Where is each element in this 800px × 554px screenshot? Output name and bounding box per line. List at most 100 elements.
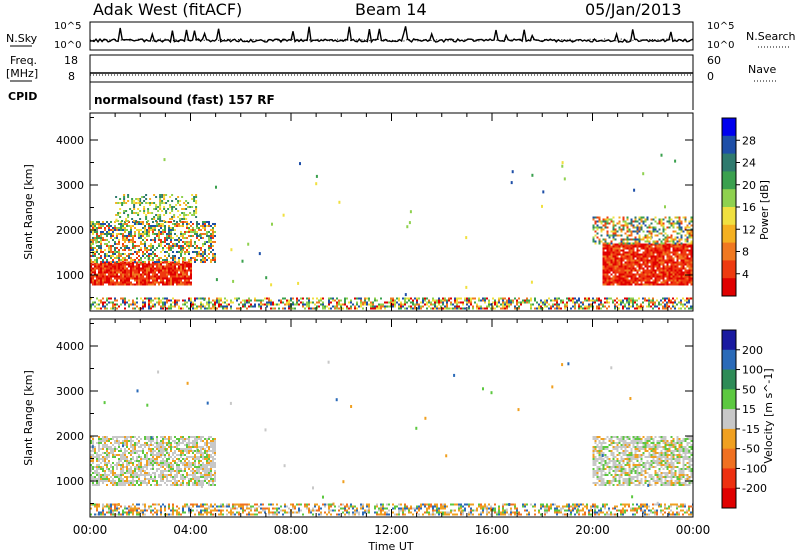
echo-cell <box>118 460 120 462</box>
echo-cell <box>650 301 652 304</box>
echo-cell <box>178 305 180 308</box>
echo-cell <box>128 233 130 235</box>
echo-cell <box>400 301 402 304</box>
echo-cell <box>654 245 657 248</box>
echo-cell <box>612 269 615 272</box>
echo-cell <box>674 242 677 245</box>
echo-cell <box>160 261 162 263</box>
echo-cell <box>156 438 158 440</box>
echo-cell <box>306 303 308 306</box>
echo-cell <box>126 456 128 458</box>
echo-cell <box>146 233 148 235</box>
echo-cell <box>116 237 118 239</box>
echo-cell <box>618 251 621 254</box>
echo-cell <box>206 438 208 440</box>
echo-cell <box>108 241 110 243</box>
echo-cell <box>106 440 108 442</box>
echo-cell <box>184 233 186 235</box>
echo-cell <box>184 273 186 276</box>
echo-cell <box>115 196 118 198</box>
echo-cell <box>183 218 186 220</box>
echo-cell <box>390 297 392 300</box>
echo-cell <box>170 233 172 235</box>
echo-cell <box>144 229 146 231</box>
echo-cell <box>640 253 643 256</box>
echo-cell <box>172 470 174 472</box>
echo-cell <box>674 305 676 308</box>
echo-cell <box>134 442 136 444</box>
echo-cell <box>190 478 192 480</box>
echo-cell <box>98 279 100 282</box>
echo-cell <box>204 438 206 440</box>
echo-cell <box>610 240 613 243</box>
echo-cell <box>602 279 605 282</box>
echo-cell <box>596 220 599 223</box>
echo-cell <box>686 257 689 260</box>
echo-cell <box>116 436 118 438</box>
echo-cell <box>122 452 124 454</box>
echo-cell <box>150 464 152 466</box>
echo-cell <box>450 301 452 304</box>
echo-cell <box>556 305 558 308</box>
echo-cell <box>190 273 192 276</box>
echo-cell <box>574 303 576 306</box>
echo-cell <box>674 249 677 252</box>
echo-cell <box>208 231 210 233</box>
echo-cell <box>584 307 586 310</box>
echo-cell <box>299 162 301 166</box>
echo-cell <box>180 478 182 480</box>
echo-cell <box>128 482 130 484</box>
echo-cell <box>170 239 172 241</box>
echo-cell <box>114 440 116 442</box>
echo-cell <box>168 468 170 470</box>
echo-cell <box>114 225 116 227</box>
echo-cell <box>196 251 198 253</box>
echo-cell <box>118 482 120 484</box>
echo-cell <box>606 226 609 229</box>
echo-cell <box>134 241 136 243</box>
echo-cell <box>682 249 685 252</box>
echo-cell <box>162 440 164 442</box>
echo-cell <box>632 273 635 276</box>
echo-cell <box>174 279 176 282</box>
echo-cell <box>680 283 683 286</box>
echo-cell <box>90 279 92 282</box>
echo-cell <box>156 265 158 268</box>
echo-cell <box>230 248 233 252</box>
echo-cell <box>100 466 102 468</box>
echo-cell <box>530 303 532 306</box>
echo-cell <box>152 299 154 302</box>
echo-cell <box>684 299 686 302</box>
echo-cell <box>132 225 134 227</box>
echo-cell <box>190 259 192 261</box>
echo-cell <box>376 299 378 302</box>
echo-cell <box>174 470 176 472</box>
echo-cell <box>186 269 188 272</box>
echo-cell <box>620 269 623 272</box>
echo-cell <box>118 484 120 486</box>
echo-cell <box>166 235 168 237</box>
colorbar-swatch <box>722 278 736 297</box>
echo-cell <box>98 299 100 302</box>
echo-cell <box>626 301 628 304</box>
echo-cell <box>200 480 202 482</box>
echo-cell <box>668 251 671 254</box>
echo-cell <box>94 237 96 239</box>
echo-cell <box>204 448 206 450</box>
echo-cell <box>134 301 136 304</box>
echo-cell <box>138 464 140 466</box>
echo-cell <box>650 259 653 262</box>
echo-cell <box>132 478 134 480</box>
echo-cell <box>171 194 174 196</box>
echo-cell <box>160 466 162 468</box>
echo-cell <box>200 297 202 300</box>
echo-cell <box>156 480 158 482</box>
echo-cell <box>596 305 598 308</box>
echo-cell <box>230 307 232 310</box>
echo-cell <box>146 249 148 251</box>
echo-cell <box>146 275 148 278</box>
echo-cell <box>162 225 164 227</box>
echo-cell <box>130 462 132 464</box>
echo-cell <box>616 277 619 280</box>
echo-cell <box>152 448 154 450</box>
